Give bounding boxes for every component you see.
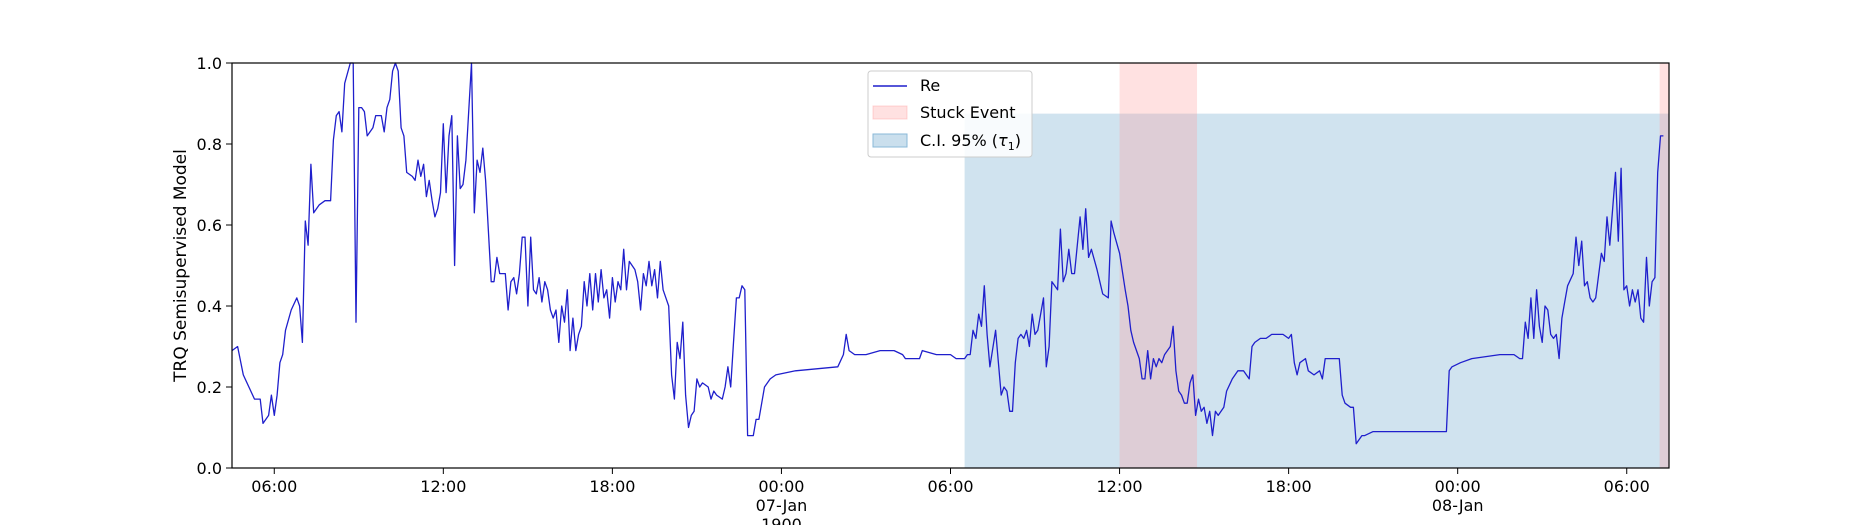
legend-stuck-label: Stuck Event [920, 103, 1016, 122]
x-axis: 06:00 12:00 18:00 00:00 07-Jan 1900 06:00 12:00… [251, 468, 1650, 525]
x-tick-label: 12:00 [420, 477, 466, 496]
x-tick-label: 00:00 07-Jan 1900 [756, 477, 808, 525]
legend-series-label: Re [920, 76, 940, 95]
legend-ci-label-main: C.I. 95% ( [920, 131, 998, 150]
series-line [231, 62, 1664, 445]
legend-ci-label-sub: 1 [1008, 140, 1015, 153]
series-line-layer [231, 62, 1664, 445]
legend: Re Stuck Event C.I. 95% (τ1) [867, 70, 1033, 158]
legend-ci-swatch [872, 133, 908, 148]
x-tick-label: 18:00 [1266, 477, 1312, 496]
ci-band [964, 113, 1669, 468]
y-axis-label: TRQ Semisupervised Model [171, 149, 191, 383]
background-bands [964, 63, 1669, 468]
legend-ci-label: C.I. 95% (τ1) [920, 131, 1021, 153]
y-tick-label: 0.4 [197, 297, 222, 316]
y-tick-label: 0.8 [197, 135, 222, 154]
y-tick-label: 0.0 [197, 459, 222, 478]
stuck-event-band [1659, 63, 1669, 468]
y-tick-label: 0.2 [197, 378, 222, 397]
y-axis: 0.0 0.2 0.4 0.6 0.8 1.0 [197, 54, 232, 478]
x-tick-label: 06:00 [1604, 477, 1650, 496]
stuck-event-band [1119, 63, 1198, 468]
legend-ci-label-symbol: τ [998, 131, 1008, 150]
legend-ci-label-end: ) [1015, 131, 1021, 150]
x-tick-label: 12:00 [1097, 477, 1143, 496]
x-tick-label: 06:00 [251, 477, 297, 496]
y-tick-label: 0.6 [197, 216, 222, 235]
y-tick-label: 1.0 [197, 54, 222, 73]
x-tick-label: 18:00 [589, 477, 635, 496]
legend-stuck-swatch [872, 105, 908, 120]
x-tick-label: 00:00 08-Jan [1432, 477, 1484, 515]
legend-box [867, 70, 1033, 158]
x-tick-label: 06:00 [927, 477, 973, 496]
